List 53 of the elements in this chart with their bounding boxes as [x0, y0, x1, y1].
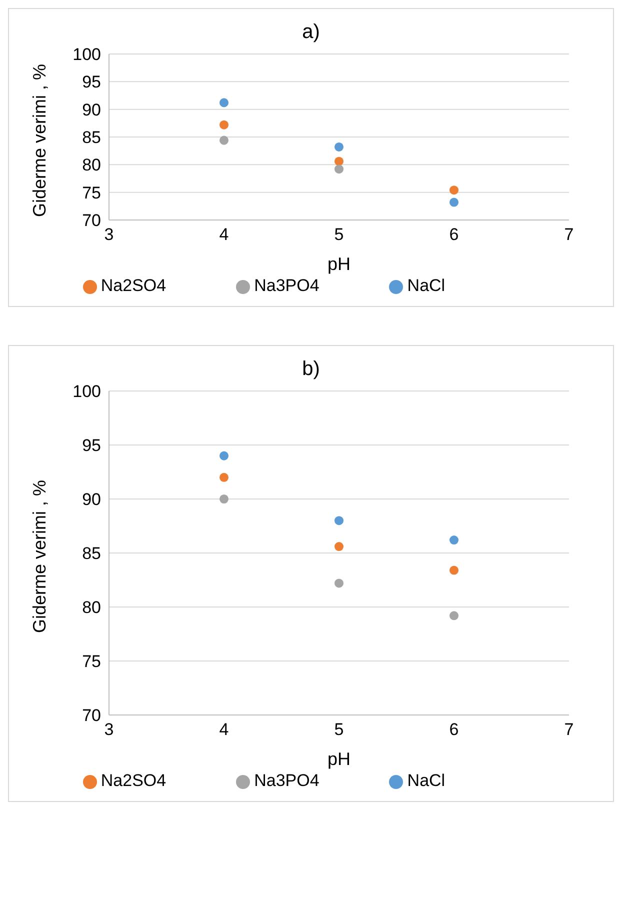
- point: [219, 472, 229, 482]
- point: [449, 186, 459, 195]
- x-tick-label: 5: [334, 720, 344, 740]
- y-tick-label: 90: [82, 490, 101, 510]
- y-tick-label: 80: [82, 156, 101, 175]
- y-axis-title: Giderme verimi , %: [29, 64, 50, 217]
- legend-label: Na3PO4: [254, 276, 320, 295]
- point: [219, 98, 229, 108]
- y-tick-label: 100: [72, 382, 101, 402]
- point: [449, 566, 459, 575]
- y-tick-label: 70: [82, 706, 101, 726]
- y-tick-label: 85: [82, 544, 101, 564]
- x-axis-title: pH: [327, 749, 351, 769]
- chart-title: a): [301, 20, 321, 44]
- y-tick-label: 80: [82, 598, 101, 618]
- x-tick-label: 3: [104, 225, 114, 244]
- x-tick-label: 6: [449, 720, 459, 740]
- y-tick-label: 75: [82, 652, 101, 672]
- point: [219, 136, 229, 145]
- point: [219, 494, 229, 504]
- legend-label: NaCl: [407, 771, 446, 790]
- point: [334, 156, 344, 166]
- point: [449, 198, 459, 207]
- x-tick-label: 5: [334, 225, 344, 244]
- y-tick-label: 90: [82, 100, 101, 120]
- legend-label: Na3PO4: [254, 771, 320, 790]
- point: [219, 120, 229, 130]
- point: [334, 516, 344, 526]
- x-tick-label: 4: [219, 720, 229, 740]
- point: [334, 142, 344, 152]
- y-axis-title: Giderme verimi , %: [29, 480, 50, 633]
- point: [334, 542, 344, 552]
- x-tick-label: 7: [564, 720, 574, 740]
- y-tick-label: 70: [82, 211, 101, 230]
- y-tick-label: 85: [82, 128, 101, 148]
- y-tick-label: 100: [72, 45, 101, 64]
- x-tick-label: 4: [219, 225, 229, 244]
- legend-label: Na2SO4: [100, 276, 166, 295]
- x-axis-title: pH: [327, 254, 351, 274]
- x-tick-label: 6: [449, 225, 459, 244]
- point: [219, 451, 229, 460]
- point: [334, 578, 344, 588]
- legend-label: NaCl: [407, 276, 446, 295]
- y-tick-label: 95: [82, 436, 101, 456]
- point: [449, 611, 459, 620]
- chart-title: b): [301, 357, 321, 381]
- legend-label: Na2SO4: [100, 771, 166, 790]
- y-tick-label: 95: [82, 72, 101, 92]
- point: [334, 164, 344, 174]
- x-tick-label: 7: [564, 225, 574, 244]
- point: [449, 536, 459, 545]
- x-tick-label: 3: [104, 720, 114, 740]
- y-tick-label: 75: [82, 183, 101, 202]
